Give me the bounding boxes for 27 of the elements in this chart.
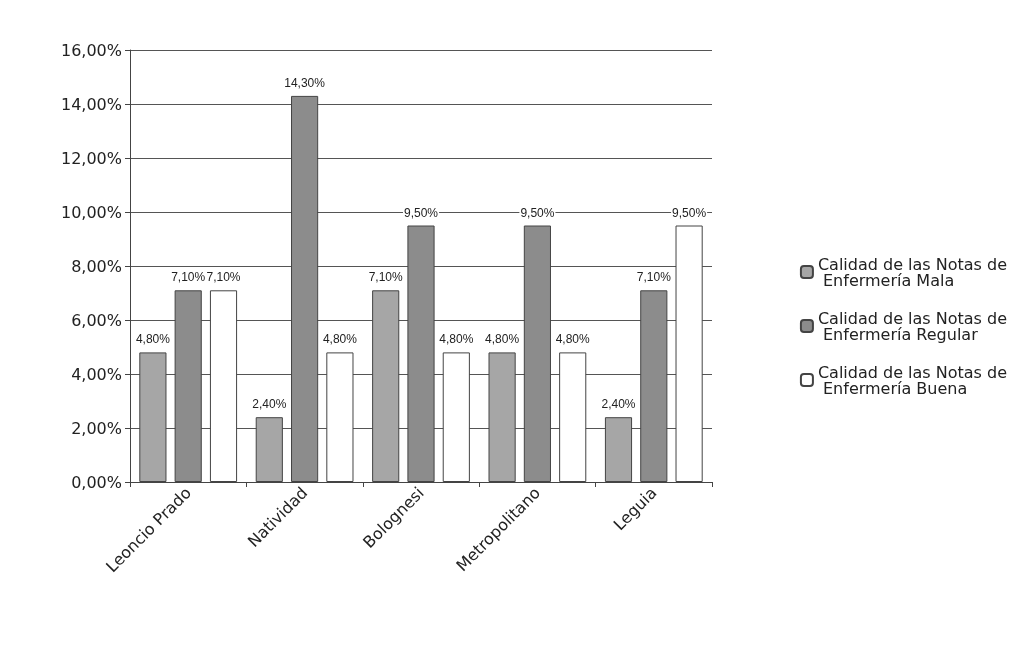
legend-label: Calidad de las Notas de Enfermería Regular [817, 308, 1008, 344]
data-label: 7,10% [206, 270, 241, 285]
data-label: 14,30% [284, 75, 326, 90]
data-label: 2,40% [601, 397, 636, 412]
data-label: 7,10% [636, 270, 672, 285]
data-label: 4,80% [485, 332, 520, 347]
data-label: 9,50% [520, 205, 555, 220]
y-tick-label: 8,00% [71, 256, 122, 276]
y-tick-label: 10,00% [60, 202, 122, 222]
y-tick-label: 2,00% [71, 418, 122, 438]
y-tick-label: 16,00% [60, 40, 122, 60]
y-tick-label: 12,00% [60, 148, 122, 168]
data-label: 4,80% [439, 332, 474, 347]
data-label: 2,40% [252, 397, 287, 412]
legend-label: Calidad de las Notas de Enfermería Buena [817, 362, 1008, 398]
data-label: 4,80% [322, 332, 358, 347]
data-label: 9,50% [672, 205, 707, 220]
y-tick-label: 6,00% [71, 310, 122, 330]
data-label: 9,50% [403, 205, 439, 220]
data-label: 4,80% [555, 332, 591, 347]
y-tick-label: 14,00% [60, 94, 122, 114]
y-tick-label: 4,00% [71, 364, 122, 384]
data-label: 7,10% [171, 270, 206, 285]
legend-label: Calidad de las Notas de Enfermería Mala [817, 254, 1008, 290]
data-label: 7,10% [368, 270, 404, 285]
data-label: 4,80% [135, 332, 171, 347]
y-tick-label: 0,00% [71, 472, 122, 492]
